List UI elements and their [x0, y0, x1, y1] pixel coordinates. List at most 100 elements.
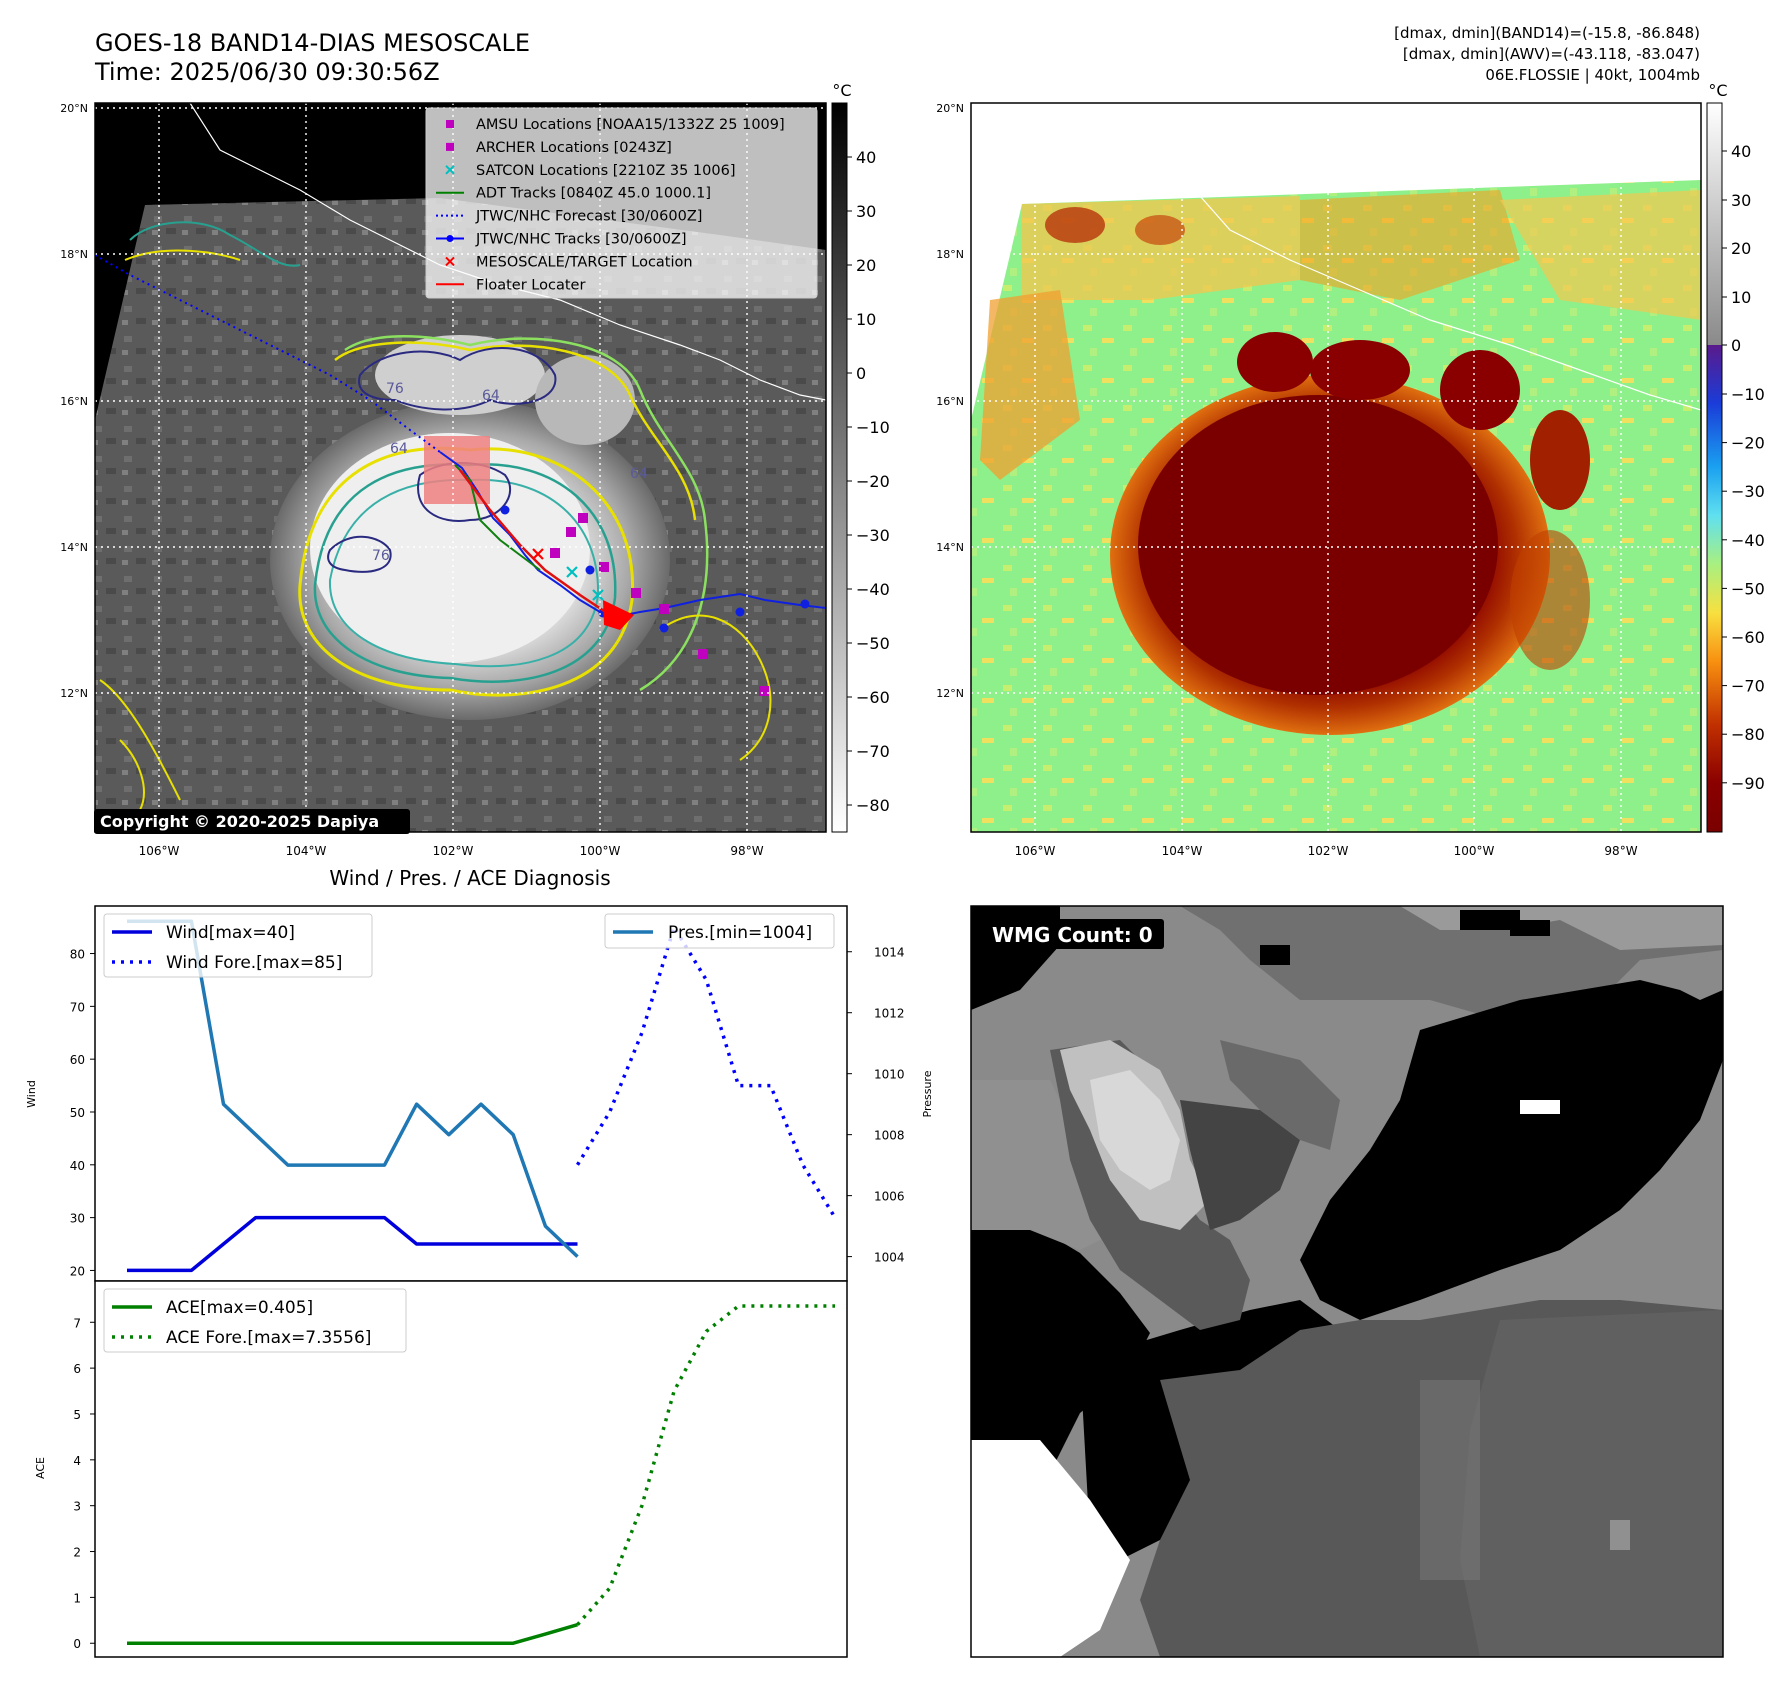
ace-tick-label: 3: [73, 1500, 81, 1514]
awv-lat-labels: 20°N 18°N 16°N 14°N 12°N: [936, 102, 964, 700]
wind-tick-label: 50: [70, 1106, 85, 1120]
wmg-panel: WMG Count: 0: [970, 905, 1724, 1658]
lon-label-100w: 100°W: [580, 844, 621, 858]
colorbar-tick-label: −30: [856, 526, 890, 545]
colorbar-tick-label: 30: [1731, 191, 1751, 210]
colorbar-tick-label: 0: [856, 364, 866, 383]
diagnosis-title: Wind / Pres. / ACE Diagnosis: [329, 866, 610, 890]
colorbar-tick-label: −80: [856, 796, 890, 815]
ace-tick-label: 4: [73, 1454, 81, 1468]
awv-lat-label-12n: 12°N: [936, 687, 964, 700]
figure-title: GOES-18 BAND14-DIAS MESOSCALE: [95, 29, 530, 57]
ace-legend: ACE[max=0.405] ACE Fore.[max=7.3556]: [103, 1288, 407, 1353]
legend-marker-square: [446, 142, 454, 151]
ace-tick-label: 2: [73, 1546, 81, 1560]
awv-lat-label-14n: 14°N: [936, 541, 964, 554]
contour-label-4: 64: [390, 441, 408, 457]
ace-tick-label: 1: [73, 1591, 81, 1605]
pressure-tick-label: 1014: [874, 946, 905, 960]
awv-colorbar-unit: °C: [1708, 81, 1727, 100]
legend-entry-label: MESOSCALE/TARGET Location: [476, 254, 693, 270]
pressure-tick-label: 1004: [874, 1251, 905, 1265]
awv-lat-label-18n: 18°N: [936, 248, 964, 261]
contour-label-3: 76: [372, 548, 390, 564]
colorbar-tick-label: −50: [856, 634, 890, 653]
colorbar-tick-label: 40: [856, 148, 876, 167]
lon-label-98w: 98°W: [730, 844, 763, 858]
wind-forecast-series-line: [576, 925, 837, 1219]
ace-forecast-legend-entry: ACE Fore.[max=7.3556]: [166, 1328, 371, 1348]
legend-marker-x: [445, 165, 455, 175]
ace-chart: ACE 0 1 2 3 4 5 6 7 ACE[max=0.405] ACE Fore.[ma…: [34, 1280, 848, 1658]
pressure-tick-label: 1010: [874, 1068, 905, 1082]
colorbar-tick-label: −70: [856, 742, 890, 761]
colorbar-tick-label: 40: [1731, 142, 1751, 161]
copyright-text: Copyright © 2020-2025 Dapiya: [100, 812, 379, 831]
contour-label-2: 76: [386, 381, 404, 397]
pressure-tick-label: 1008: [874, 1129, 905, 1143]
wind-axis-label: Wind: [25, 1080, 38, 1108]
colorbar-tick-label: −90: [1731, 774, 1765, 793]
lon-label-104w: 104°W: [286, 844, 327, 858]
colorbar-tick-label: −10: [856, 418, 890, 437]
colorbar-tick-label: −30: [1731, 482, 1765, 501]
storm-info: 06E.FLOSSIE | 40kt, 1004mb: [1485, 66, 1700, 84]
legend-entry-label: SATCON Locations [2210Z 35 1006]: [476, 163, 735, 179]
awv-lon-label-102w: 102°W: [1308, 844, 1349, 858]
figure-timestamp: Time: 2025/06/30 09:30:56Z: [94, 58, 440, 86]
lat-label-20n: 20°N: [60, 102, 88, 115]
colorbar-tick-label: 10: [1731, 288, 1751, 307]
awv-lon-label-106w: 106°W: [1015, 844, 1056, 858]
colorbar-tick-label: −10: [1731, 385, 1765, 404]
awv-lon-label-104w: 104°W: [1162, 844, 1203, 858]
awv-map-panel: 20°N 18°N 16°N 14°N 12°N 106°W 104°W 102…: [936, 81, 1765, 858]
wind-legend-entry: Wind[max=40]: [166, 923, 295, 943]
awv-colorbar: °C 40 30 20 10 0 −10 −20 −30 −40 −50 −60 −70 −80 −90: [1706, 81, 1765, 833]
legend-entry-label: ARCHER Locations [0243Z]: [476, 140, 672, 156]
pressure-series-line: [127, 919, 579, 1258]
colorbar-tick-label: 20: [1731, 239, 1751, 258]
awv-lon-label-98w: 98°W: [1604, 844, 1637, 858]
map-lon-labels: 106°W 104°W 102°W 100°W 98°W: [139, 844, 764, 858]
colorbar-tick-label: −40: [856, 580, 890, 599]
colorbar-tick-label: 20: [856, 256, 876, 275]
wind-tick-label: 60: [70, 1053, 85, 1067]
awv-lon-labels: 106°W 104°W 102°W 100°W 98°W: [1015, 844, 1638, 858]
legend-marker-square: [446, 120, 454, 128]
dmax-dmin-band14: [dmax, dmin](BAND14)=(-15.8, -86.848): [1394, 24, 1700, 42]
colorbar-tick-label: 10: [856, 310, 876, 329]
awv-lat-label-20n: 20°N: [936, 102, 964, 115]
ace-legend-entry: ACE[max=0.405]: [166, 1298, 313, 1318]
dmax-dmin-awv: [dmax, dmin](AWV)=(-43.118, -83.047): [1403, 45, 1700, 63]
colorbar-tick-label: −80: [1731, 725, 1765, 744]
wmg-count-badge: WMG Count: 0: [984, 919, 1164, 949]
lat-label-14n: 14°N: [60, 541, 88, 554]
ir-colorbar-unit: °C: [832, 81, 851, 100]
wind-tick-label: 30: [70, 1212, 85, 1226]
ace-tick-label: 0: [73, 1637, 81, 1651]
legend-entry-label: Floater Locater: [476, 277, 585, 293]
ace-tick-label: 7: [73, 1316, 81, 1330]
wind-tick-label: 40: [70, 1159, 85, 1173]
contour-label-1: 64: [482, 388, 500, 404]
colorbar-tick-label: −70: [1731, 677, 1765, 696]
lat-label-16n: 16°N: [60, 395, 88, 408]
colorbar-tick-label: −60: [856, 688, 890, 707]
ace-forecast-series-line: [576, 1304, 835, 1626]
ace-series-line: [127, 1623, 578, 1645]
colorbar-tick-label: −40: [1731, 531, 1765, 550]
map-lat-labels: 20°N 18°N 16°N 14°N 12°N: [60, 102, 88, 700]
pressure-legend-entry: Pres.[min=1004]: [668, 923, 812, 943]
legend-marker-dot: [446, 235, 454, 242]
legend-entry-label: AMSU Locations [NOAA15/1332Z 25 1009]: [476, 117, 785, 133]
legend-entry-label: JTWC/NHC Forecast [30/0600Z]: [475, 209, 702, 225]
wind-legend: Wind[max=40] Wind Fore.[max=85]: [103, 913, 373, 978]
pressure-tick-label: 1012: [874, 1007, 905, 1021]
lon-label-106w: 106°W: [139, 844, 180, 858]
wind-series-line: [127, 1215, 578, 1273]
ace-axis-label: ACE: [34, 1457, 47, 1479]
colorbar-tick-label: −20: [1731, 434, 1765, 453]
awv-lat-label-16n: 16°N: [936, 395, 964, 408]
wind-tick-label: 80: [70, 948, 85, 962]
